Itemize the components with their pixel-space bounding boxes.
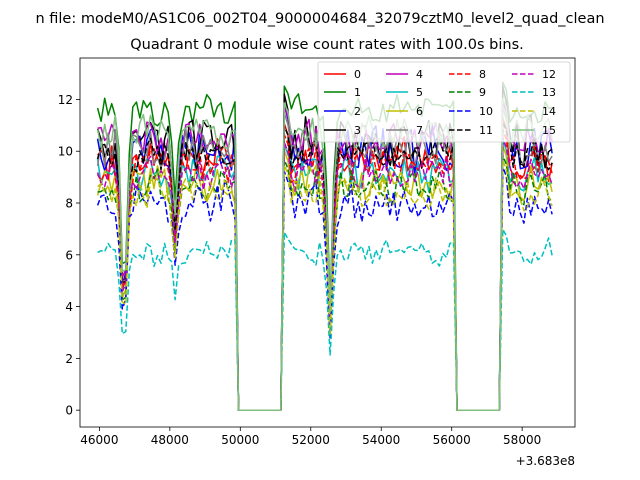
legend-label-11: 11 [479, 124, 493, 137]
legend-label-1: 1 [354, 86, 361, 99]
legend-label-6: 6 [416, 105, 423, 118]
y-tick-label: 6 [65, 248, 73, 262]
x-axis: 46000 48000 50000 52000 54000 56000 58000 [80, 427, 541, 447]
legend-label-10: 10 [479, 105, 493, 118]
legend-label-14: 14 [542, 105, 556, 118]
legend-label-12: 12 [542, 68, 556, 81]
series-layer [96, 81, 553, 411]
y-tick-label: 4 [65, 300, 73, 314]
y-tick-label: 2 [65, 352, 73, 366]
figure-suptitle: n file: modeM0/AS1C06_002T04_9000004684_… [35, 11, 604, 27]
y-tick-label: 10 [58, 145, 73, 159]
legend-label-2: 2 [354, 105, 361, 118]
series-line-15 [96, 97, 553, 411]
x-tick-label: 52000 [292, 433, 330, 447]
legend-label-3: 3 [354, 124, 361, 137]
x-tick-label: 54000 [362, 433, 400, 447]
legend-label-4: 4 [416, 68, 423, 81]
x-tick-label: 56000 [433, 433, 471, 447]
axes-frame [79, 57, 576, 428]
x-tick-label: 50000 [221, 433, 259, 447]
chart-title: Quadrant 0 module wise count rates with … [130, 37, 524, 53]
y-tick-label: 8 [65, 197, 73, 211]
series-line-9 [97, 154, 553, 411]
legend-label-8: 8 [479, 68, 486, 81]
y-axis: 0 2 4 6 8 10 12 [58, 93, 80, 418]
x-tick-label: 46000 [80, 433, 118, 447]
x-tick-label: 58000 [503, 433, 541, 447]
legend-label-13: 13 [542, 86, 556, 99]
series-line-14 [97, 160, 553, 411]
y-tick-label: 12 [58, 93, 73, 107]
legend-label-5: 5 [416, 86, 423, 99]
legend-label-0: 0 [354, 68, 361, 81]
legend-label-15: 15 [542, 124, 556, 137]
plot-area [79, 57, 576, 428]
y-tick-label: 0 [65, 404, 73, 418]
legend-label-9: 9 [479, 86, 486, 99]
legend-frame [317, 61, 571, 143]
legend-label-7: 7 [416, 124, 423, 137]
x-axis-offset-label: +3.683e8 [516, 454, 575, 468]
x-tick-label: 48000 [151, 433, 189, 447]
series-line-11 [96, 121, 553, 411]
